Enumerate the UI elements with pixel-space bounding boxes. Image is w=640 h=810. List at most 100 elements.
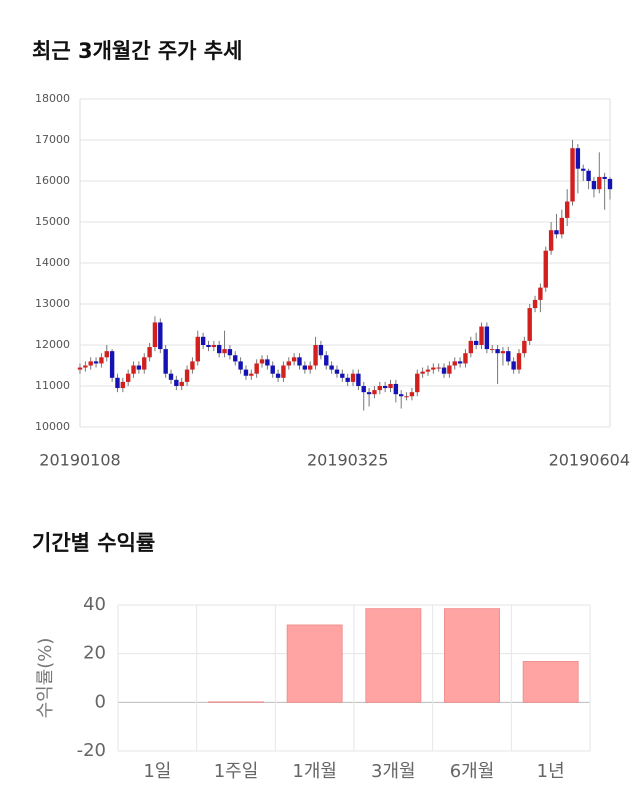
candle-body [254, 363, 259, 374]
candle-body [473, 340, 479, 345]
candle-body [174, 379, 179, 386]
candle-body [345, 377, 350, 382]
candle-body [195, 336, 200, 362]
candle-body [318, 345, 324, 356]
candle-body [607, 178, 613, 190]
candle-body [227, 349, 233, 356]
candle-body [575, 148, 581, 169]
y-tick-label: 16000 [35, 174, 70, 187]
candle-body [361, 386, 366, 393]
candle-body [506, 351, 511, 362]
candle-body [516, 353, 522, 370]
bar [286, 624, 343, 703]
candle-body [388, 383, 393, 389]
candle-body [356, 373, 361, 386]
candle-body [404, 396, 409, 398]
bar [365, 608, 422, 703]
candle-body [211, 345, 217, 348]
candle-body [340, 373, 345, 378]
candle-body [570, 148, 575, 202]
candle-body [115, 377, 120, 389]
candle-body [479, 326, 484, 345]
x-tick-label: 20190108 [39, 451, 120, 470]
candle-body [99, 357, 104, 364]
candle-body [243, 369, 249, 376]
candle-body [415, 373, 420, 393]
candle-body [216, 345, 222, 354]
candle-body [591, 181, 597, 190]
candle-body [147, 347, 152, 358]
y-tick-label: 10000 [35, 420, 70, 433]
candle-body [511, 361, 516, 370]
candle-body [457, 361, 463, 364]
candle-body [83, 365, 88, 368]
candle-body [190, 361, 195, 370]
candle-body [168, 373, 174, 380]
candle-body [538, 287, 543, 300]
candle-body [436, 367, 441, 369]
candle-body [131, 365, 136, 374]
candle-body [420, 371, 425, 374]
x-tick-label: 3개월 [371, 761, 416, 782]
y-tick-label: 15000 [35, 215, 70, 228]
candle-body [334, 369, 340, 374]
candle-body [527, 308, 532, 341]
candle-body [93, 361, 99, 364]
candle-body [559, 217, 565, 235]
candle-body [270, 365, 275, 374]
y-tick-label: 14000 [35, 256, 70, 269]
candle-body [249, 373, 254, 376]
candle-body [259, 359, 265, 364]
chart-title: 최근 3개월간 주가 추세 [32, 39, 242, 63]
candle-body [313, 345, 318, 366]
candle-body [222, 349, 227, 354]
candle-body [543, 250, 548, 288]
candle-body [179, 381, 184, 386]
candle-body [484, 326, 490, 350]
candle-body [554, 230, 559, 235]
candle-body [297, 357, 302, 366]
candle-body [275, 373, 281, 378]
candle-body [399, 394, 404, 397]
candle-body [109, 351, 115, 378]
candle-body [366, 392, 372, 395]
candle-body [441, 367, 447, 374]
candle-body [88, 361, 93, 366]
candle-body [522, 340, 527, 354]
candle-body [377, 386, 382, 391]
candle-body [136, 365, 142, 370]
candle-body [382, 386, 388, 389]
bar [444, 608, 500, 703]
bar [522, 661, 579, 703]
candle-body [500, 351, 506, 354]
candle-body [206, 345, 211, 348]
candle-body [463, 353, 468, 364]
candle-body [324, 355, 329, 366]
candle-body [125, 373, 131, 382]
y-tick-label: 0 [95, 691, 106, 712]
x-tick-label: 1일 [143, 761, 171, 782]
x-tick-label: 1주일 [214, 761, 259, 782]
candle-body [490, 349, 495, 351]
candle-body [495, 349, 500, 354]
candle-body [597, 176, 602, 190]
x-tick-label: 6개월 [450, 761, 495, 782]
candle-body [281, 365, 286, 378]
x-tick-label: 20190604 [549, 451, 630, 470]
x-tick-label: 1개월 [292, 761, 337, 782]
candle-body [286, 361, 291, 366]
chart-title: 기간별 수익률 [32, 531, 155, 555]
x-tick-label: 1년 [537, 761, 565, 782]
candle-body [158, 322, 163, 350]
candle-body [581, 168, 586, 171]
candle-body [447, 365, 452, 374]
candle-body [329, 365, 334, 370]
candle-body [602, 176, 607, 179]
y-axis-label: 수익률(%) [35, 638, 56, 719]
candle-body [393, 383, 399, 395]
y-tick-label: 12000 [35, 338, 70, 351]
candle-body [350, 373, 356, 382]
y-tick-label: 40 [83, 594, 106, 615]
candle-body [468, 340, 474, 354]
